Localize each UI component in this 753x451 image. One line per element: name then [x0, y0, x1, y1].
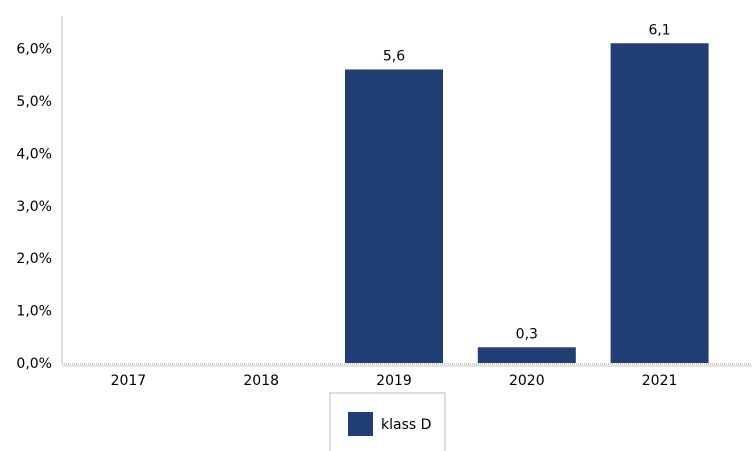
bar-2021 — [610, 43, 709, 364]
y-tick-label: 4,0% — [16, 146, 52, 162]
data-label-2020: 0,3 — [516, 326, 538, 342]
x-tick-label-2018: 2018 — [243, 373, 279, 389]
legend-swatch — [348, 412, 373, 436]
data-label-2021: 6,1 — [648, 22, 670, 38]
bar-2019 — [345, 69, 443, 363]
x-axis: 2017 2018 2019 2020 2021 — [62, 363, 752, 389]
bar-2020 — [477, 347, 576, 363]
data-label-2019: 5,6 — [383, 48, 405, 64]
data-labels: 5,6 0,3 6,1 — [383, 22, 671, 342]
x-tick-label-2017: 2017 — [111, 373, 147, 389]
bars — [345, 43, 709, 364]
legend: klass D — [329, 392, 446, 451]
x-tick-label-2020: 2020 — [509, 373, 545, 389]
x-tick-label-2019: 2019 — [376, 373, 412, 389]
y-axis: 0,0% 1,0% 2,0% 3,0% 4,0% 5,0% 6,0% — [16, 16, 63, 372]
y-tick-label: 0,0% — [16, 356, 52, 372]
y-tick-label: 1,0% — [16, 304, 52, 320]
y-tick-label: 5,0% — [16, 94, 52, 110]
y-tick-label: 6,0% — [16, 42, 52, 58]
legend-label-klass-d: klass D — [381, 417, 431, 433]
y-tick-label: 2,0% — [16, 251, 52, 267]
x-tick-label-2021: 2021 — [642, 373, 678, 389]
y-tick-label: 3,0% — [16, 199, 52, 215]
